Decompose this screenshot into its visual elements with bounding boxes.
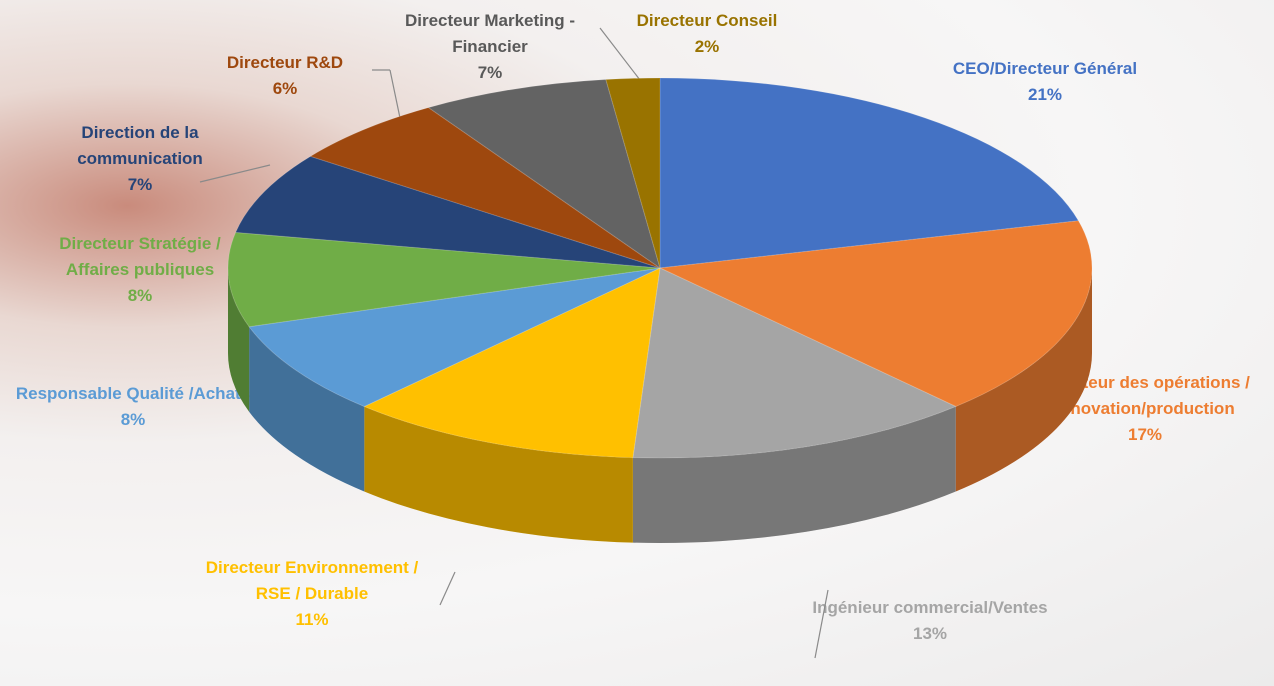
slice-side xyxy=(364,406,633,543)
slice-side-shade xyxy=(364,406,633,543)
leader-line xyxy=(814,589,829,659)
label-value: 11% xyxy=(295,610,329,629)
leader-line xyxy=(389,69,401,119)
pie-tops xyxy=(227,77,1093,459)
leader-line xyxy=(599,27,641,81)
label-value: 17% xyxy=(1127,425,1163,444)
label-value: 6% xyxy=(272,79,298,98)
slice xyxy=(632,267,957,459)
slice-side-shade xyxy=(632,406,956,543)
slice xyxy=(363,267,661,459)
slice xyxy=(605,77,661,269)
slice-side-shade xyxy=(955,268,1092,492)
data-label: Directeur Conseil 2% xyxy=(607,8,807,60)
slice xyxy=(658,220,1093,408)
label-name: Directeur Conseil xyxy=(636,11,778,30)
label-name: Directeur Environnement / RSE / Durable xyxy=(205,558,419,603)
data-label: Ingénieur commercial/Ventes 13% xyxy=(810,595,1050,647)
slice-side xyxy=(955,268,1092,492)
data-label: Directeur Stratégie / Affaires publiques… xyxy=(35,231,245,309)
slice xyxy=(427,78,661,270)
slice xyxy=(234,155,661,269)
data-label: CEO/Directeur Général 21% xyxy=(895,56,1195,108)
label-value: 13% xyxy=(912,624,948,643)
label-value: 8% xyxy=(127,286,153,305)
label-value: 8% xyxy=(120,410,146,429)
label-name: Direction de la communication xyxy=(77,123,203,168)
data-label: Responsable Qualité /Achats 8% xyxy=(8,381,258,433)
slice xyxy=(659,77,1080,269)
slice-side-shade xyxy=(249,326,365,492)
leader-line xyxy=(439,571,456,606)
label-value: 21% xyxy=(1027,85,1063,104)
label-value: 2% xyxy=(694,37,720,56)
slice xyxy=(248,267,661,408)
data-label: Direction de la communication 7% xyxy=(45,120,235,198)
slice-side xyxy=(228,268,250,412)
slice xyxy=(227,231,661,328)
slice-side-shade xyxy=(228,268,250,412)
data-label: Directeur R&D 6% xyxy=(195,50,375,102)
data-label: Directeur Marketing - Financier 7% xyxy=(375,8,605,86)
data-label: Directeur des opérations / innovation/pr… xyxy=(1010,370,1274,448)
label-name: Directeur Stratégie / Affaires publiques xyxy=(59,234,221,279)
label-name: CEO/Directeur Général xyxy=(952,59,1138,78)
slice xyxy=(309,107,661,269)
label-name: Directeur des opérations / innovation/pr… xyxy=(1040,373,1250,418)
label-name: Responsable Qualité /Achats xyxy=(15,384,251,403)
slice-side xyxy=(632,406,956,543)
label-value: 7% xyxy=(127,175,153,194)
label-name: Directeur Marketing - Financier xyxy=(404,11,576,56)
label-name: Ingénieur commercial/Ventes xyxy=(812,598,1048,617)
slice-side xyxy=(249,326,365,492)
label-value: 7% xyxy=(477,63,503,82)
label-name: Directeur R&D xyxy=(226,53,344,72)
leader-line xyxy=(199,164,271,183)
pie-sides xyxy=(228,268,1092,543)
data-label: Directeur Environnement / RSE / Durable 1… xyxy=(197,555,427,633)
